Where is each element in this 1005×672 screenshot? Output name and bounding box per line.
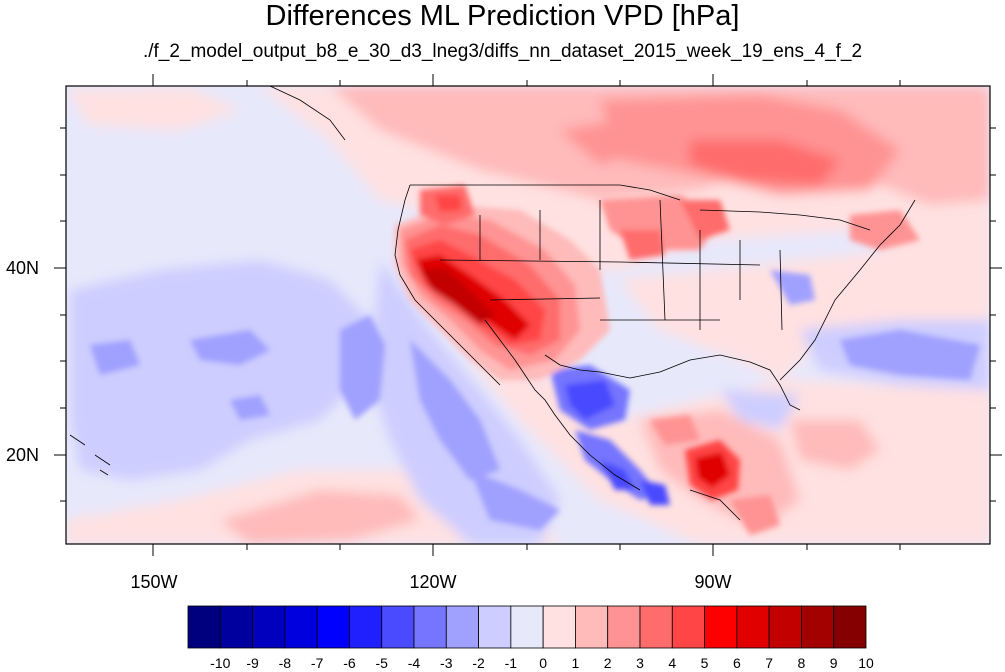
colorbar-label: 7	[765, 655, 774, 671]
colorbar	[187, 605, 867, 649]
colorbar-swatch	[445, 605, 479, 649]
colorbar-swatch	[833, 605, 867, 649]
lat-label-20n: 20N	[6, 445, 40, 465]
colorbar-swatch	[575, 605, 609, 649]
colorbar-swatch	[768, 605, 802, 649]
colorbar-label: -3	[440, 655, 453, 671]
coastline-layer	[69, 86, 916, 521]
colorbar-swatch	[252, 605, 286, 649]
lon-label-90w: 90W	[694, 572, 732, 592]
colorbar-swatch	[671, 605, 705, 649]
tick-marks	[54, 74, 1002, 556]
colorbar-swatch	[736, 605, 770, 649]
colorbar-label: 4	[668, 655, 677, 671]
colorbar-swatch	[381, 605, 415, 649]
colorbar-label: -5	[375, 655, 388, 671]
colorbar-label: 8	[797, 655, 806, 671]
colorbar-label: -6	[343, 655, 356, 671]
colorbar-swatch	[219, 605, 253, 649]
colorbar-swatch	[349, 605, 383, 649]
colorbar-label: -7	[310, 655, 324, 671]
map-subtitle: ./f_2_model_output_b8_e_30_d3_lneg3/diff…	[142, 41, 863, 62]
colorbar-label: 9	[829, 655, 838, 671]
colorbar-label: -9	[246, 655, 259, 671]
colorbar-label: 0	[539, 655, 548, 671]
colorbar-swatch	[704, 605, 738, 649]
colorbar-label: 6	[732, 655, 741, 671]
colorbar-swatch	[801, 605, 835, 649]
colorbar-label: -1	[504, 655, 518, 671]
colorbar-label: 10	[858, 655, 874, 671]
colorbar-swatch	[607, 605, 641, 649]
colorbar-swatch	[284, 605, 318, 649]
lon-label-150w: 150W	[130, 572, 178, 592]
colorbar-swatch	[413, 605, 447, 649]
colorbar-label: 3	[636, 655, 644, 671]
map-title: Differences ML Prediction VPD [hPa]	[265, 0, 740, 32]
colorbar-swatch	[639, 605, 673, 649]
colorbar-label: -10	[210, 655, 231, 671]
colorbar-label: 5	[700, 655, 709, 671]
colorbar-swatch	[187, 605, 221, 649]
colorbar-label: -8	[278, 655, 292, 671]
colorbar-swatch	[478, 605, 512, 649]
colorbar-label: 2	[603, 655, 612, 671]
colorbar-swatch	[542, 605, 576, 649]
colorbar-swatch	[510, 605, 544, 649]
colorbar-swatch	[316, 605, 350, 649]
colorbar-label: -2	[472, 655, 485, 671]
lat-label-40n: 40N	[6, 258, 40, 278]
field-layer	[66, 86, 990, 544]
colorbar-label: 1	[571, 655, 580, 671]
colorbar-label: -4	[407, 655, 421, 671]
lon-label-120w: 120W	[409, 572, 457, 592]
